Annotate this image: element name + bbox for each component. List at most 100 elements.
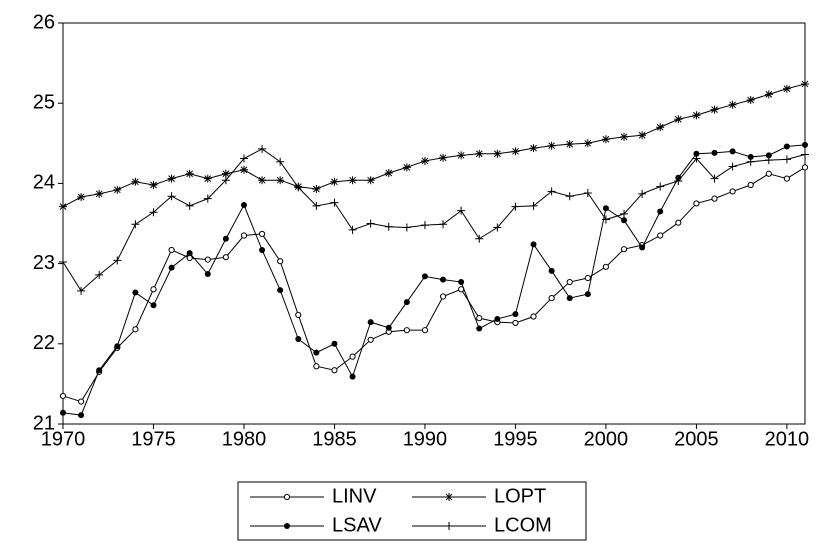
marker — [168, 246, 175, 254]
marker-shape — [258, 230, 266, 238]
marker — [621, 217, 628, 224]
marker — [59, 202, 67, 211]
x-tick-label: 2010 — [765, 428, 810, 450]
marker — [548, 294, 555, 302]
marker — [113, 256, 122, 265]
marker-shape — [476, 315, 483, 322]
marker-shape — [204, 271, 211, 278]
marker-shape — [366, 176, 375, 185]
x-tick-label: 1980 — [222, 428, 267, 450]
marker-shape — [566, 278, 573, 286]
marker-shape — [349, 353, 356, 360]
marker-shape — [475, 234, 484, 243]
marker-shape — [132, 289, 139, 296]
marker — [186, 250, 193, 257]
marker-shape — [801, 164, 809, 171]
marker-shape — [294, 183, 303, 192]
marker-shape — [113, 256, 122, 265]
marker — [167, 192, 176, 201]
marker — [295, 335, 302, 342]
marker — [565, 140, 574, 149]
marker — [367, 336, 374, 343]
marker — [674, 115, 683, 124]
marker-shape — [239, 165, 248, 174]
marker-shape — [548, 294, 555, 302]
marker — [312, 185, 321, 194]
marker-shape — [203, 174, 212, 183]
marker — [222, 235, 229, 242]
marker-shape — [548, 267, 555, 274]
marker-shape — [728, 162, 737, 171]
marker — [95, 189, 104, 198]
marker-shape — [657, 208, 664, 215]
marker — [149, 181, 158, 190]
marker-shape — [547, 187, 556, 196]
marker — [96, 367, 103, 374]
marker-shape — [204, 256, 211, 263]
marker — [547, 187, 556, 196]
y-tick-label: 22 — [33, 332, 55, 354]
marker-shape — [445, 522, 453, 530]
marker-shape — [445, 493, 453, 501]
marker — [728, 100, 737, 109]
marker — [584, 291, 591, 298]
marker-shape — [59, 392, 67, 400]
marker — [548, 267, 555, 274]
marker — [530, 241, 537, 248]
marker — [259, 246, 266, 253]
marker-shape — [295, 335, 302, 342]
marker-shape — [711, 195, 718, 202]
y-tick-label: 23 — [33, 252, 55, 274]
marker-shape — [530, 241, 537, 248]
marker-shape — [384, 222, 393, 231]
marker-shape — [674, 176, 683, 185]
marker-shape — [277, 258, 284, 265]
marker — [384, 222, 393, 231]
marker-shape — [801, 79, 809, 88]
marker — [529, 144, 538, 153]
marker-shape — [131, 177, 140, 186]
marker — [675, 219, 682, 226]
marker-shape — [403, 327, 410, 334]
marker — [330, 198, 339, 207]
marker — [439, 220, 448, 229]
marker — [692, 111, 701, 120]
marker-shape — [674, 115, 683, 124]
marker-shape — [167, 174, 176, 183]
marker — [221, 176, 230, 185]
marker — [330, 177, 339, 186]
marker — [674, 176, 683, 185]
marker-shape — [475, 149, 484, 158]
marker-shape — [747, 181, 754, 189]
marker — [421, 327, 429, 334]
marker — [801, 79, 809, 88]
marker — [221, 169, 230, 178]
marker — [710, 174, 719, 183]
series-line — [62, 144, 806, 416]
marker-shape — [565, 192, 574, 201]
marker — [294, 183, 303, 192]
marker — [638, 189, 647, 198]
marker — [203, 174, 212, 183]
marker-shape — [602, 263, 610, 270]
marker-shape — [77, 193, 86, 202]
marker-shape — [783, 175, 791, 182]
marker — [77, 193, 86, 202]
x-tick-label: 1975 — [131, 428, 176, 450]
marker — [476, 315, 483, 322]
marker-shape — [421, 273, 428, 280]
marker-shape — [348, 225, 357, 234]
y-tick-label: 26 — [33, 11, 55, 33]
marker-shape — [420, 221, 429, 230]
marker-shape — [747, 153, 754, 160]
marker — [457, 151, 466, 160]
marker — [692, 154, 701, 163]
marker-shape — [511, 147, 520, 156]
marker-shape — [493, 149, 502, 158]
marker-shape — [259, 246, 266, 253]
marker — [728, 162, 737, 171]
marker-shape — [639, 244, 646, 251]
marker — [284, 523, 290, 529]
marker — [782, 84, 791, 93]
marker-shape — [331, 367, 338, 374]
